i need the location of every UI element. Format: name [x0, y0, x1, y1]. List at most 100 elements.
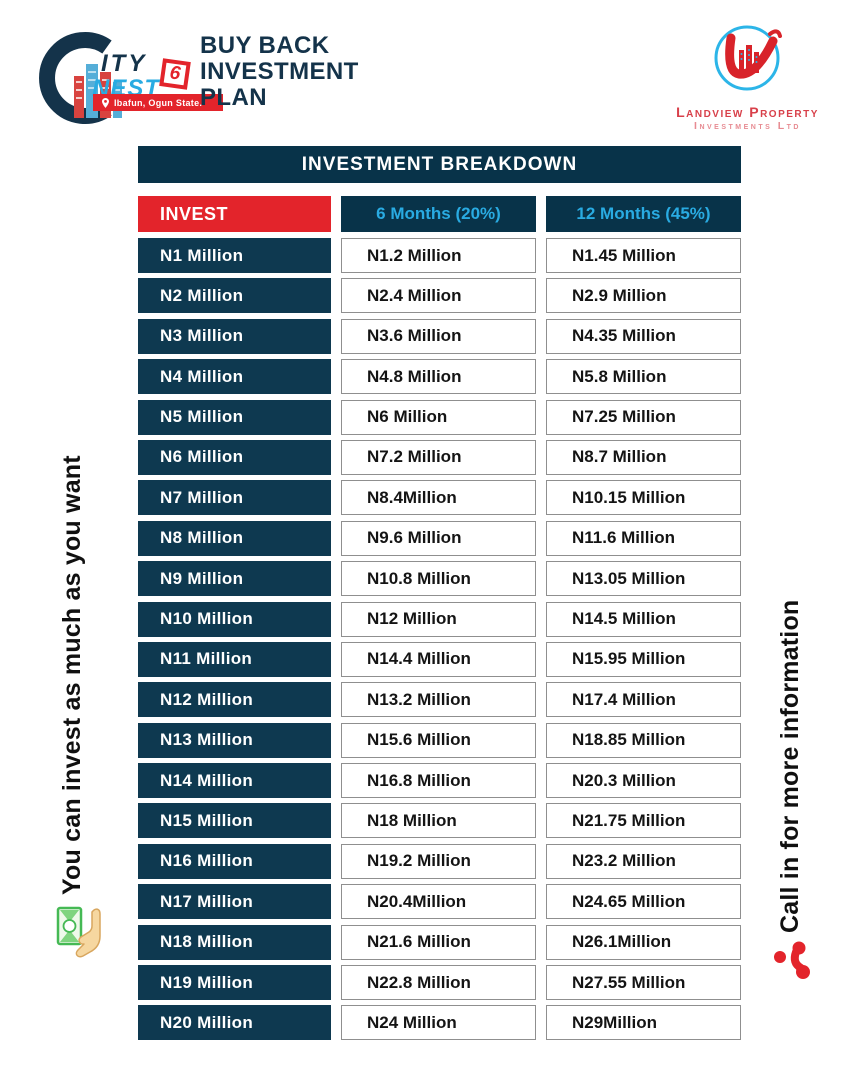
- return-12-months-cell: N27.55 Million: [546, 965, 741, 1001]
- return-12-months-cell: N1.45 Million: [546, 238, 741, 273]
- return-6-months-cell: N19.2 Million: [341, 843, 536, 879]
- landview-subname: Investments Ltd: [694, 120, 801, 132]
- invest-amount-cell: N1 Million: [138, 238, 331, 273]
- table-title: INVESTMENT BREAKDOWN: [138, 146, 741, 183]
- return-12-months-cell: N26.1Million: [546, 924, 741, 960]
- return-12-months-cell: N5.8 Million: [546, 359, 741, 395]
- location-pin-icon: [102, 97, 109, 108]
- landview-name: Landview Property: [676, 104, 819, 120]
- invest-amount-cell: N7 Million: [138, 480, 331, 516]
- column-header-12-months: 12 Months (45%): [546, 196, 741, 232]
- table-row: N8 Million N9.6 Million N11.6 Million: [138, 520, 741, 556]
- right-side-note: Call in for more information: [776, 599, 804, 933]
- invest-amount-cell: N9 Million: [138, 561, 331, 597]
- invest-amount-cell: N14 Million: [138, 763, 331, 799]
- return-12-months-cell: N4.35 Million: [546, 318, 741, 354]
- return-6-months-cell: N20.4Million: [341, 884, 536, 920]
- return-6-months-cell: N15.6 Million: [341, 722, 536, 758]
- return-12-months-cell: N15.95 Million: [546, 641, 741, 677]
- table-row: N1 Million N1.2 Million N1.45 Million: [138, 238, 741, 273]
- invest-amount-cell: N11 Million: [138, 641, 331, 677]
- table-row: N15 Million N18 Million N21.75 Million: [138, 803, 741, 839]
- phone-icon: [774, 941, 810, 979]
- return-12-months-cell: N29Million: [546, 1005, 741, 1041]
- page-title: BUY BACK INVESTMENT PLAN: [200, 33, 359, 111]
- return-12-months-cell: N13.05 Million: [546, 561, 741, 597]
- column-header-6-months: 6 Months (20%): [341, 196, 536, 232]
- return-12-months-cell: N14.5 Million: [546, 601, 741, 637]
- return-6-months-cell: N9.6 Million: [341, 520, 536, 556]
- invest-amount-cell: N15 Million: [138, 803, 331, 839]
- left-side-note: You can invest as much as you want: [58, 455, 86, 895]
- invest-amount-cell: N13 Million: [138, 722, 331, 758]
- return-6-months-cell: N21.6 Million: [341, 924, 536, 960]
- logo-text-ity: ITY: [101, 50, 148, 77]
- return-6-months-cell: N4.8 Million: [341, 359, 536, 395]
- citynest-logo: ITY NEST 6 Ibafun, Ogun State.: [30, 24, 223, 129]
- return-12-months-cell: N23.2 Million: [546, 843, 741, 879]
- return-6-months-cell: N1.2 Million: [341, 238, 536, 273]
- table-row: N20 Million N24 Million N29Million: [138, 1005, 741, 1041]
- table-row: N16 Million N19.2 Million N23.2 Million: [138, 843, 741, 879]
- return-12-months-cell: N21.75 Million: [546, 803, 741, 839]
- money-in-hand-icon: [56, 906, 101, 958]
- table-row: N18 Million N21.6 Million N26.1Million: [138, 924, 741, 960]
- return-12-months-cell: N24.65 Million: [546, 884, 741, 920]
- invest-amount-cell: N20 Million: [138, 1005, 331, 1041]
- return-12-months-cell: N11.6 Million: [546, 520, 741, 556]
- table-column-headers: INVEST 6 Months (20%) 12 Months (45%): [138, 196, 741, 232]
- return-6-months-cell: N16.8 Million: [341, 763, 536, 799]
- return-12-months-cell: N7.25 Million: [546, 399, 741, 435]
- invest-amount-cell: N12 Million: [138, 682, 331, 718]
- invest-amount-cell: N19 Million: [138, 965, 331, 1001]
- landview-circle-icon: [714, 25, 782, 91]
- table-row: N13 Million N15.6 Million N18.85 Million: [138, 722, 741, 758]
- table-row: N2 Million N2.4 Million N2.9 Million: [138, 278, 741, 314]
- return-6-months-cell: N13.2 Million: [341, 682, 536, 718]
- invest-amount-cell: N18 Million: [138, 924, 331, 960]
- invest-amount-cell: N8 Million: [138, 520, 331, 556]
- table-row: N17 Million N20.4Million N24.65 Million: [138, 884, 741, 920]
- return-12-months-cell: N20.3 Million: [546, 763, 741, 799]
- return-6-months-cell: N2.4 Million: [341, 278, 536, 314]
- table-row: N10 Million N12 Million N14.5 Million: [138, 601, 741, 637]
- invest-amount-cell: N10 Million: [138, 601, 331, 637]
- table-row: N6 Million N7.2 Million N8.7 Million: [138, 439, 741, 475]
- landview-logo: Landview Property Investments Ltd: [655, 20, 840, 132]
- page-title-line1: BUY BACK: [200, 32, 330, 59]
- table-row: N3 Million N3.6 Million N4.35 Million: [138, 318, 741, 354]
- return-12-months-cell: N17.4 Million: [546, 682, 741, 718]
- invest-amount-cell: N6 Million: [138, 439, 331, 475]
- return-6-months-cell: N12 Million: [341, 601, 536, 637]
- logo-location-text: Ibafun, Ogun State.: [114, 97, 203, 108]
- return-12-months-cell: N2.9 Million: [546, 278, 741, 314]
- table-row: N14 Million N16.8 Million N20.3 Million: [138, 763, 741, 799]
- table-row: N4 Million N4.8 Million N5.8 Million: [138, 359, 741, 395]
- return-6-months-cell: N3.6 Million: [341, 318, 536, 354]
- invest-amount-cell: N17 Million: [138, 884, 331, 920]
- return-6-months-cell: N6 Million: [341, 399, 536, 435]
- return-6-months-cell: N22.8 Million: [341, 965, 536, 1001]
- return-6-months-cell: N8.4Million: [341, 480, 536, 516]
- page-title-line3: PLAN: [200, 84, 267, 111]
- investment-table: INVESTMENT BREAKDOWN INVEST 6 Months (20…: [138, 146, 741, 1041]
- invest-amount-cell: N3 Million: [138, 318, 331, 354]
- invest-amount-cell: N5 Million: [138, 399, 331, 435]
- table-row: N5 Million N6 Million N7.25 Million: [138, 399, 741, 435]
- return-12-months-cell: N10.15 Million: [546, 480, 741, 516]
- return-6-months-cell: N7.2 Million: [341, 439, 536, 475]
- invest-amount-cell: N16 Million: [138, 843, 331, 879]
- column-header-invest: INVEST: [138, 196, 331, 232]
- return-6-months-cell: N24 Million: [341, 1005, 536, 1041]
- return-6-months-cell: N14.4 Million: [341, 641, 536, 677]
- invest-amount-cell: N2 Million: [138, 278, 331, 314]
- return-6-months-cell: N10.8 Million: [341, 561, 536, 597]
- page-title-line2: INVESTMENT: [200, 58, 359, 85]
- table-row: N19 Million N22.8 Million N27.55 Million: [138, 965, 741, 1001]
- table-row: N7 Million N8.4Million N10.15 Million: [138, 480, 741, 516]
- logo-location-banner: Ibafun, Ogun State.: [93, 94, 223, 111]
- return-6-months-cell: N18 Million: [341, 803, 536, 839]
- table-row: N11 Million N14.4 Million N15.95 Million: [138, 641, 741, 677]
- logo-badge-6: 6: [159, 58, 191, 90]
